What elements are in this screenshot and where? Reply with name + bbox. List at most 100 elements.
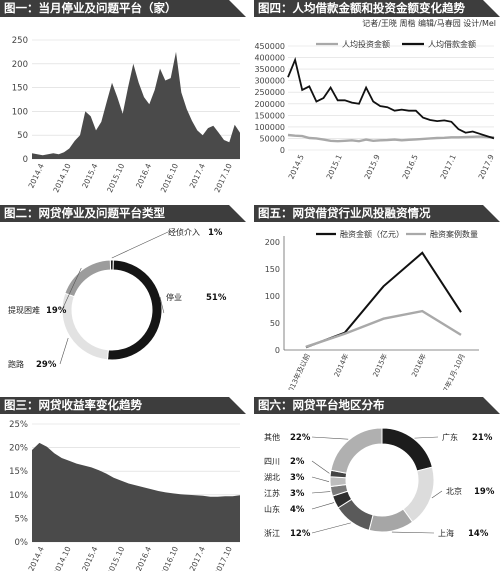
leader-line bbox=[414, 436, 439, 439]
leader-line bbox=[311, 436, 349, 440]
donut-slice bbox=[330, 427, 383, 474]
y-tick-label: 400000 bbox=[254, 54, 285, 63]
slice-value: 4% bbox=[290, 505, 305, 515]
x-tick-label: 2015.1 bbox=[325, 153, 344, 181]
slice-value: 29% bbox=[36, 360, 57, 370]
y-tick-label: 200000 bbox=[254, 100, 285, 109]
donut-slice bbox=[61, 292, 109, 361]
panel-title-text: 图一：当月停业及问题平台（家） bbox=[4, 1, 177, 15]
panel-title-text: 图二：网贷停业及问题平台类型 bbox=[4, 206, 165, 220]
donut-slice bbox=[402, 466, 435, 523]
y-tick-label: 150000 bbox=[254, 111, 285, 120]
slice-value: 3% bbox=[290, 473, 305, 483]
legend-label: 人均投资金额 bbox=[342, 39, 390, 49]
panel-regions: 图六：网贷平台地区分布 广东 21% 北京 19% 上海 14% 浙江 12% 山东 4% 江苏 3%… bbox=[254, 397, 500, 571]
x-tick-label: 2017.10 bbox=[213, 545, 234, 571]
leader-line bbox=[159, 296, 165, 314]
x-tick-label: 2014.10 bbox=[51, 162, 72, 194]
x-tick-label: 2017.4 bbox=[188, 162, 207, 190]
x-tick-label: 2017.4 bbox=[188, 545, 207, 571]
chart-yield-trend: 0% 5% 10% 15% 20% 25% 2014.4 2014.10 2015.4 2015.… bbox=[9, 420, 240, 571]
y-tick-label: 0% bbox=[15, 538, 29, 548]
slice-label: 跑路 bbox=[8, 359, 24, 369]
x-tick-label: 2015.10 bbox=[105, 545, 126, 571]
donut-slice bbox=[368, 508, 414, 533]
slice-label: 北京 bbox=[446, 486, 462, 496]
donut-slice bbox=[64, 259, 112, 298]
leader-line bbox=[311, 491, 331, 494]
panel-yield-trend: 图三：网贷收益率变化趋势 0% 5% 10% 15% 20% 25% 2014.4 2014.… bbox=[0, 397, 246, 571]
chart-problem-platforms: 0 50 100 150 200 250 2014.4 2014.10 2015.4 2015.1… bbox=[12, 36, 240, 194]
slice-label: 湖北 bbox=[264, 473, 280, 482]
y-tick-label: 0 bbox=[23, 155, 28, 165]
panel-platform-types: 图二：网贷停业及问题平台类型 经侦介入 1% 停业 51% 跑路 29% 提现困难 19% bbox=[0, 205, 246, 390]
x-tick-label: 2014年 bbox=[332, 352, 351, 378]
legend-label: 融资案例数量 bbox=[430, 229, 478, 239]
panel-problem-platforms: 图一：当月停业及问题平台（家） 0 50 100 150 200 250 2014.4 201… bbox=[0, 0, 246, 200]
line-series bbox=[287, 56, 495, 140]
panel-title: 图六：网贷平台地区分布 bbox=[254, 397, 500, 414]
line-series bbox=[287, 133, 495, 143]
chart-per-capita: 0 50000 100000 150000 200000 250000 300000 3500… bbox=[254, 39, 495, 181]
x-tick-label: 2015.4 bbox=[80, 545, 99, 571]
slice-value: 22% bbox=[290, 433, 311, 443]
chart-platform-types: 经侦介入 1% 停业 51% 跑路 29% 提现困难 19% bbox=[8, 227, 227, 370]
y-tick-label: 350000 bbox=[254, 65, 285, 74]
panel-title: 图二：网贷停业及问题平台类型 bbox=[0, 205, 246, 222]
slice-label: 江苏 bbox=[264, 488, 280, 498]
leader-line bbox=[311, 502, 335, 510]
chart-vc-funding: 0 50 100 150 200 融资金额（亿元） 融资案例数量 2013年及以前 2014年 2… bbox=[265, 229, 479, 390]
x-tick-label: 2014.10 bbox=[51, 545, 72, 571]
panel-title-text: 图四：人均借款金额和投资金额变化趋势 bbox=[258, 1, 465, 15]
x-tick-label: 2015.10 bbox=[105, 162, 126, 194]
panel-title: 图四：人均借款金额和投资金额变化趋势 bbox=[254, 0, 500, 17]
y-tick-label: 200 bbox=[12, 60, 28, 70]
leader-line bbox=[391, 531, 435, 534]
y-tick-label: 100 bbox=[265, 292, 280, 301]
slice-value: 2% bbox=[290, 457, 305, 467]
x-tick-label: 2013年及以前 bbox=[284, 352, 312, 390]
x-tick-label: 2014.4 bbox=[27, 162, 46, 190]
y-tick-label: 100 bbox=[12, 107, 28, 117]
y-tick-label: 100000 bbox=[254, 123, 285, 132]
x-tick-label: 2016.5 bbox=[401, 153, 420, 181]
slice-value: 12% bbox=[290, 529, 311, 539]
legend-label: 人均借款金额 bbox=[428, 39, 476, 49]
slice-value: 19% bbox=[46, 306, 67, 316]
x-tick-label: 2016.10 bbox=[159, 545, 180, 571]
line-series bbox=[305, 309, 462, 348]
slice-label: 其他 bbox=[264, 432, 280, 442]
x-tick-label: 2014.5 bbox=[287, 153, 306, 181]
y-tick-label: 0 bbox=[275, 346, 280, 355]
leader-line bbox=[311, 522, 351, 534]
x-tick-label: 2017.1 bbox=[439, 153, 458, 181]
slice-value: 51% bbox=[206, 293, 227, 303]
x-tick-label: 2017年1月-10月 bbox=[436, 352, 467, 390]
x-tick-label: 2015.9 bbox=[363, 153, 382, 181]
slice-value: 1% bbox=[208, 228, 223, 238]
panel-per-capita: 图四：人均借款金额和投资金额变化趋势 记者/王晓 周楷 编辑/马春园 设计/Me… bbox=[254, 0, 500, 200]
leader-line bbox=[61, 267, 82, 311]
slice-label: 浙江 bbox=[264, 528, 280, 538]
y-tick-label: 150 bbox=[265, 265, 280, 274]
donut-slice bbox=[106, 259, 163, 361]
leader-line bbox=[311, 476, 330, 482]
slice-label: 山东 bbox=[264, 504, 280, 514]
y-tick-label: 50 bbox=[17, 131, 28, 141]
slice-value: 19% bbox=[474, 487, 495, 497]
area-series bbox=[32, 51, 240, 159]
slice-value: 21% bbox=[472, 433, 493, 443]
credit-line: 记者/王晓 周楷 编辑/马春园 设计/Mel bbox=[362, 19, 496, 28]
slice-value: 14% bbox=[468, 529, 489, 539]
panel-title-text: 图六：网贷平台地区分布 bbox=[258, 398, 385, 412]
line-series bbox=[305, 251, 462, 349]
y-tick-label: 250000 bbox=[254, 88, 285, 97]
y-tick-label: 10% bbox=[9, 491, 28, 501]
slice-label: 上海 bbox=[438, 528, 454, 538]
x-tick-label: 2014.4 bbox=[27, 545, 46, 571]
panel-title: 图五：网贷借贷行业风投融资情况 bbox=[254, 205, 500, 222]
slice-value: 3% bbox=[290, 489, 305, 499]
panel-title-text: 图五：网贷借贷行业风投融资情况 bbox=[258, 206, 431, 220]
x-tick-label: 2016年 bbox=[409, 352, 428, 378]
y-tick-label: 300000 bbox=[254, 77, 285, 86]
